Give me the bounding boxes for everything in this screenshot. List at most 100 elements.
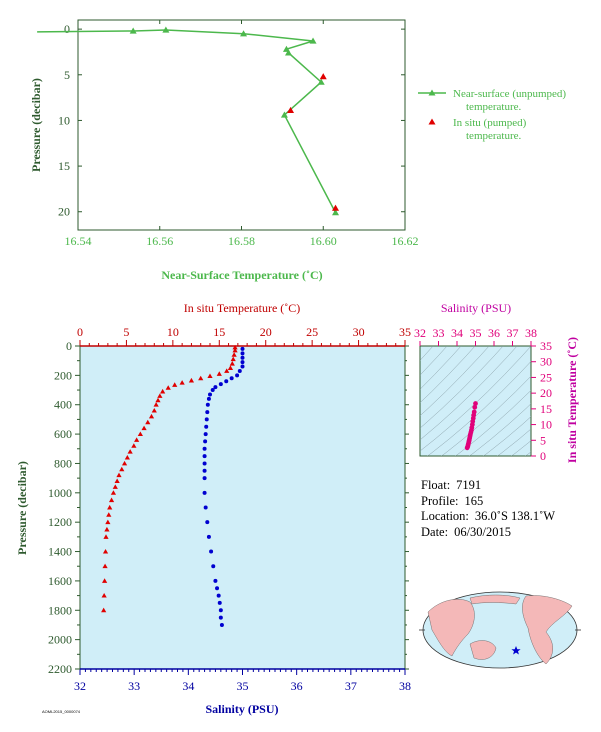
temperature-point	[110, 490, 117, 495]
main-sal-tick-label: 38	[399, 679, 411, 693]
temperature-point	[216, 371, 222, 376]
main-temp-tick-label: 25	[306, 325, 318, 339]
salinity-point	[202, 446, 207, 451]
main-sal-tick-label: 34	[182, 679, 194, 693]
ts-density-contour	[441, 375, 531, 456]
ts-density-contour	[455, 389, 531, 456]
temperature-point	[105, 519, 111, 525]
salinity-point	[209, 549, 214, 554]
ts-x-tick-label: 37	[507, 326, 519, 340]
temperature-point	[231, 352, 237, 357]
top-unpumped-point	[285, 49, 293, 56]
main-temp-tick-label: 30	[353, 325, 365, 339]
temperature-point	[134, 437, 140, 442]
ts-density-contour	[420, 346, 531, 452]
main-y-axis-label: Pressure (decibar)	[15, 461, 29, 555]
location-value: 36.0˚S 138.1˚W	[474, 509, 556, 523]
top-x-tick-label: 16.56	[146, 234, 173, 248]
ts-y-tick-label: 20	[540, 386, 552, 400]
file-id: AOML2015_0000074	[42, 709, 81, 714]
profile-value: 165	[464, 493, 484, 508]
salinity-point	[203, 505, 208, 510]
main-sal-tick-label: 32	[74, 679, 86, 693]
main-sal-tick-label: 36	[291, 679, 303, 693]
profile-label: Profile:	[421, 493, 459, 508]
ts-x-tick-label: 36	[488, 326, 500, 340]
ts-y-tick-label: 30	[540, 355, 552, 369]
top-chart: 16.54 16.56 16.58 16.60 16.62 0 5 10 15 20 Pressu…	[29, 19, 566, 282]
salinity-point	[202, 490, 207, 495]
ts-density-contour	[497, 428, 531, 456]
salinity-point	[205, 402, 210, 407]
top-pumped-point	[287, 106, 295, 114]
temperature-point	[153, 402, 159, 407]
salinity-point	[208, 392, 212, 397]
temperature-point	[116, 472, 122, 478]
top-y-tick-label: 15	[58, 159, 70, 173]
main-pres-tick-label: 200	[54, 368, 72, 382]
salinity-point	[240, 346, 245, 351]
top-unpumped-point	[332, 209, 340, 216]
main-pres-tick-label: 1200	[48, 515, 72, 529]
temperature-point	[101, 607, 107, 613]
salinity-point	[240, 360, 245, 365]
ts-density-contour	[420, 346, 504, 429]
date-row: Date: 06/30/2015	[421, 525, 561, 541]
top-series-unpumped-line	[37, 29, 337, 213]
salinity-point	[216, 593, 221, 598]
top-unpumped-point	[317, 78, 325, 85]
top-y-tick-label: 5	[64, 68, 70, 82]
temperature-point	[121, 460, 128, 466]
top-y-axis-label: Pressure (decibar)	[29, 78, 43, 172]
map-land-americas	[522, 595, 573, 665]
main-pres-tick-label: 800	[54, 456, 72, 470]
salinity-point	[218, 382, 223, 387]
salinity-point	[237, 368, 242, 373]
ts-y-tick-label: 5	[540, 433, 546, 447]
top-x-tick-label: 16.58	[228, 234, 255, 248]
ts-density-contour	[483, 416, 531, 456]
salinity-point	[206, 534, 211, 539]
ts-density-contours	[420, 346, 531, 456]
salinity-point	[210, 388, 215, 393]
temperature-point	[106, 512, 112, 517]
main-pres-tick-label: 2000	[48, 633, 72, 647]
top-pumped-point	[332, 204, 340, 211]
salinity-point	[202, 468, 207, 473]
ts-density-contour	[469, 403, 531, 456]
salinity-point	[205, 410, 210, 415]
legend-unpumped-label-1: Near-surface (unpumped)	[453, 88, 566, 100]
legend-pumped-label-1: In situ (pumped)	[453, 117, 527, 129]
salinity-point	[217, 600, 222, 605]
top-unpumped-point	[240, 30, 248, 37]
ts-y-axis-label: In situ Temperature (˚C)	[565, 337, 579, 463]
profile-row: Profile: 165	[421, 494, 561, 510]
location-row: Location: 36.0˚S 138.1˚W	[421, 509, 561, 525]
ts-x-tick-label: 38	[525, 326, 537, 340]
salinity-point	[203, 439, 208, 444]
temperature-point	[151, 408, 157, 413]
temperature-point	[101, 592, 107, 598]
temperature-point	[119, 466, 125, 472]
ts-data-marks	[464, 401, 478, 451]
main-pres-tick-label: 400	[54, 398, 72, 412]
temperature-point	[104, 526, 110, 532]
temperature-point	[124, 454, 130, 460]
temperature-point	[179, 380, 185, 385]
salinity-point	[206, 396, 211, 401]
salinity-point	[219, 622, 224, 627]
top-legend: Near-surface (unpumped) temperature. In …	[418, 88, 566, 142]
main-top-axis-label: In situ Temperature (˚C)	[184, 301, 301, 315]
location-label: Location:	[421, 509, 469, 523]
salinity-point	[211, 564, 216, 569]
float-value: 7191	[456, 478, 482, 492]
top-x-axis-label: Near-Surface Temperature (˚C)	[161, 268, 322, 282]
ts-point	[472, 404, 478, 410]
map-land-asia	[427, 599, 475, 657]
date-value: 06/30/2015	[454, 524, 512, 539]
float-location-star-icon	[511, 646, 521, 655]
ts-y-tick-label: 0	[540, 449, 546, 463]
ts-density-contour	[511, 440, 531, 456]
top-unpumped-point	[129, 27, 137, 34]
